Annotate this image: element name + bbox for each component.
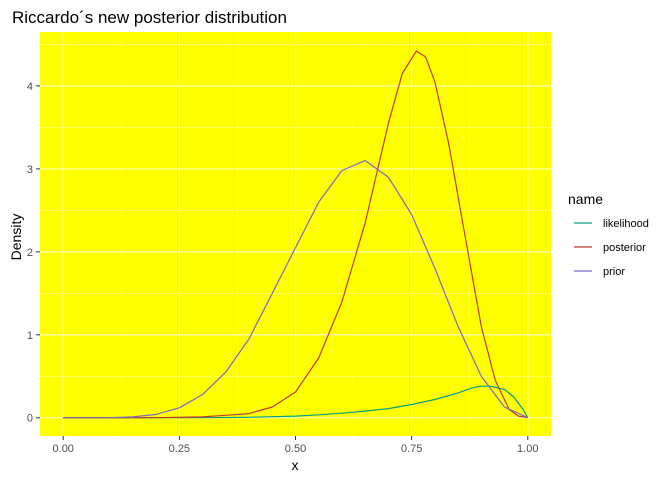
y-tick-label-3: 3 xyxy=(27,164,33,176)
y-tick-label-1: 1 xyxy=(27,330,33,342)
x-tick-label-4: 1.00 xyxy=(517,443,538,455)
x-axis: 0.00 0.25 0.50 0.75 1.00 xyxy=(53,436,538,455)
y-tick-label-4: 4 xyxy=(27,81,33,93)
x-tick-label-3: 0.75 xyxy=(401,443,422,455)
x-axis-title: x xyxy=(292,457,299,473)
legend: name likelihood posterior prior xyxy=(568,191,649,278)
chart-title: Riccardo´s new posterior distribution xyxy=(12,8,287,27)
grid-major xyxy=(40,32,551,436)
y-tick-label-0: 0 xyxy=(27,413,33,425)
legend-label-prior: prior xyxy=(603,266,625,278)
y-axis: 0 1 2 3 4 xyxy=(27,81,40,425)
legend-label-likelihood: likelihood xyxy=(603,218,649,230)
series-line-prior xyxy=(63,160,529,419)
x-tick-label-0: 0.00 xyxy=(53,443,74,455)
series-line-likelihood xyxy=(63,385,529,419)
legend-title: name xyxy=(568,191,603,207)
x-tick-label-2: 0.50 xyxy=(285,443,306,455)
x-tick-label-1: 0.25 xyxy=(169,443,190,455)
series-lines xyxy=(63,50,529,419)
legend-label-posterior: posterior xyxy=(603,242,646,254)
series-line-posterior xyxy=(63,50,528,419)
y-axis-title: Density xyxy=(8,214,24,261)
y-tick-label-2: 2 xyxy=(27,247,33,259)
